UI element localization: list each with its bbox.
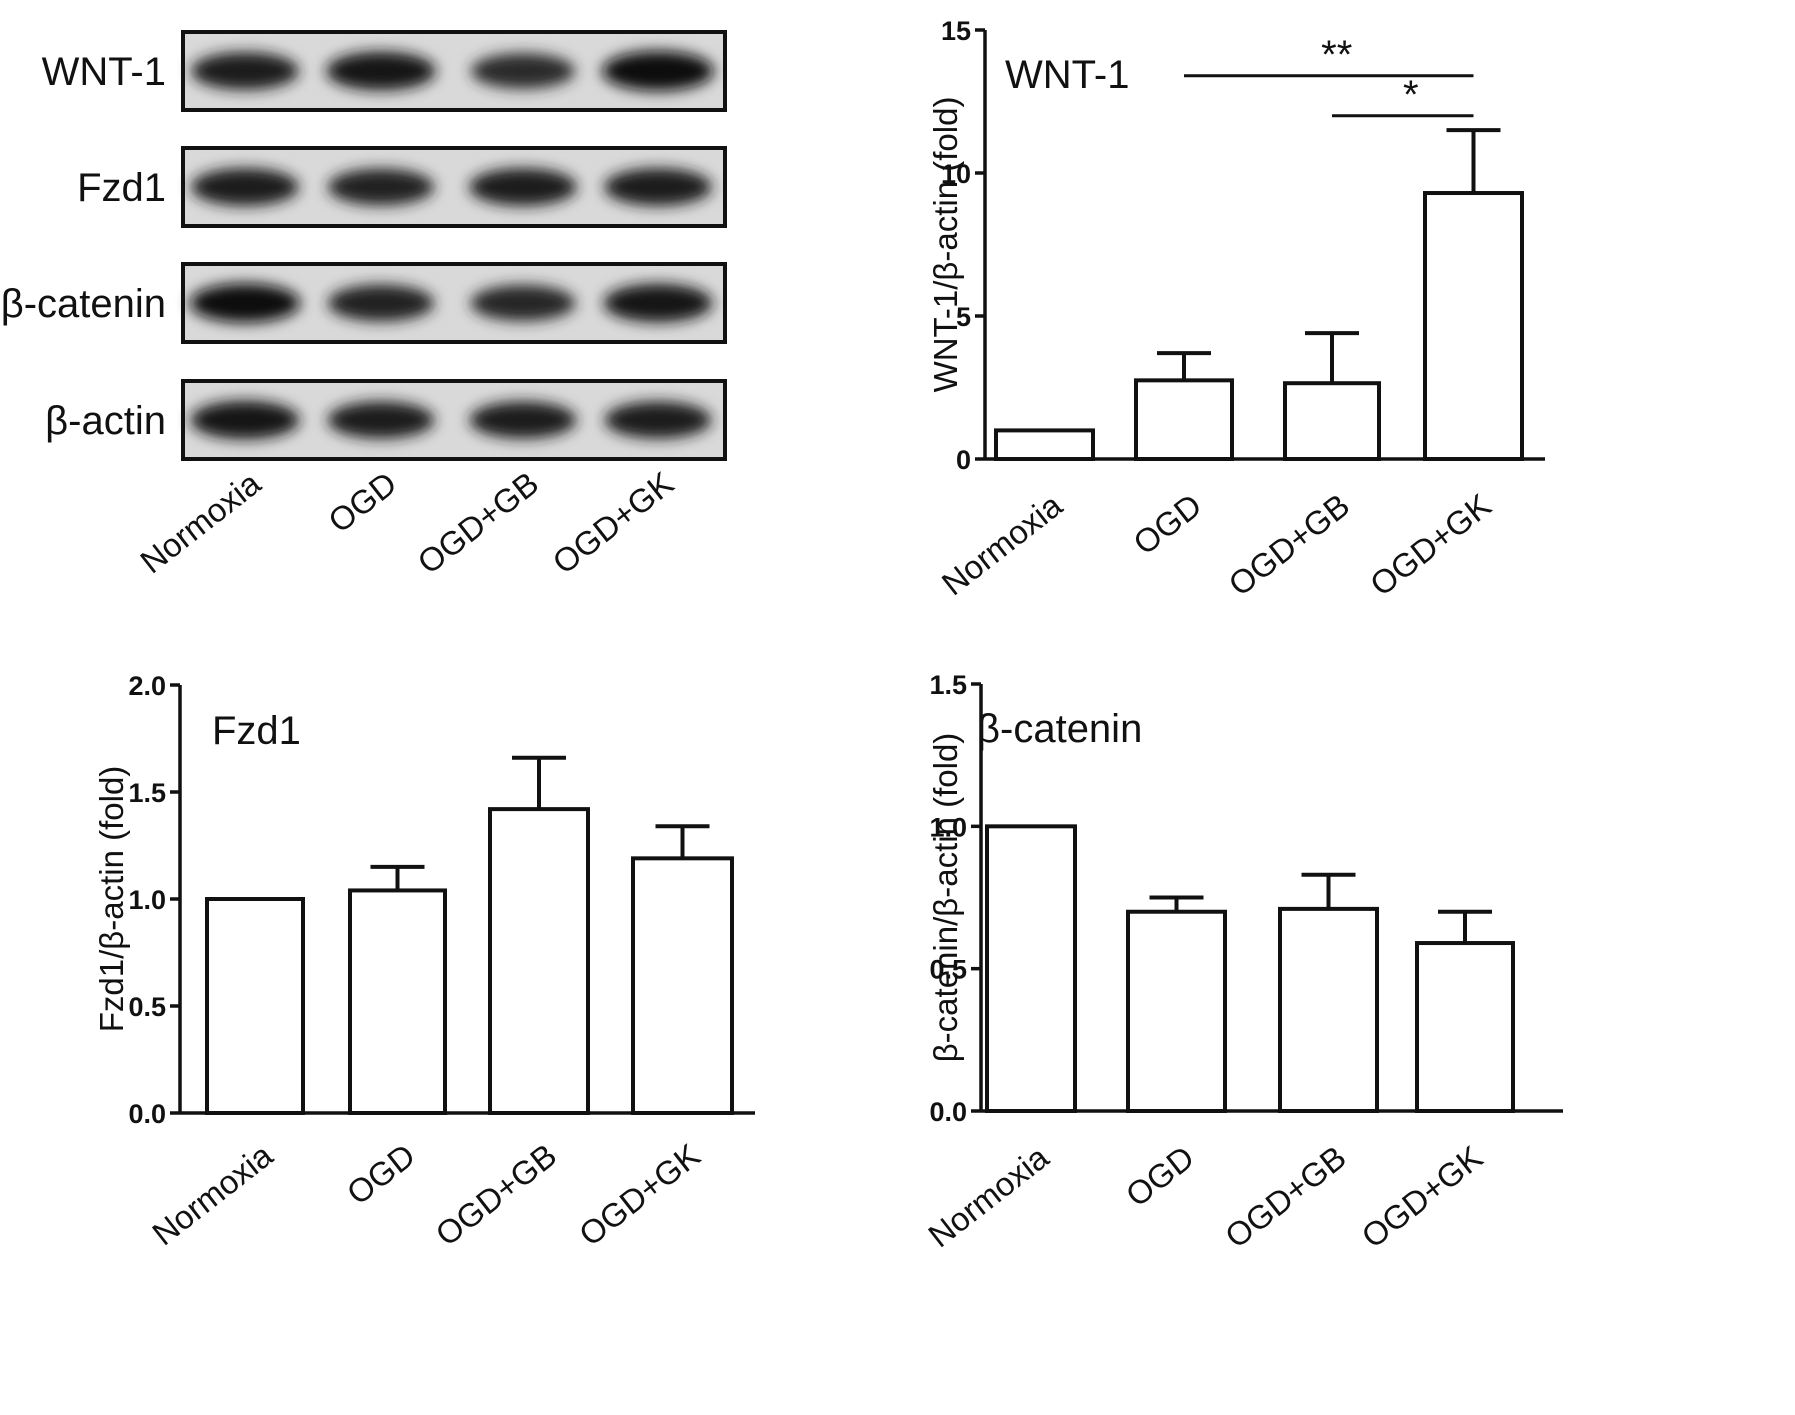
blot-frame-border	[181, 30, 727, 112]
blot-label-beta-catenin: β-catenin	[1, 282, 166, 326]
y-axis-label: WNT-1/β-actin (fold)	[927, 97, 964, 393]
bar-ogd	[1126, 909, 1227, 1113]
blot-lane-label-ogd-plus-gk: OGD+GK	[546, 464, 681, 581]
blot-band-ogd-plus-gk	[602, 51, 714, 91]
x-label-normoxia: Normoxia	[921, 1138, 1056, 1254]
y-tick-label: 0.5	[929, 955, 967, 985]
bar-ogd-plus-gk	[631, 856, 734, 1115]
blot-frame-border	[181, 146, 727, 228]
blot-row-fzd1: Fzd1	[77, 146, 727, 228]
x-label-normoxia: Normoxia	[935, 486, 1070, 602]
x-label-ogd-plus-gb: OGD+GB	[1222, 486, 1357, 603]
blot-band-ogd-plus-gk	[604, 401, 712, 439]
y-tick-label: 1.0	[929, 812, 967, 842]
bar-ogd-plus-gb	[1278, 906, 1379, 1113]
error-bar-ogd-plus-gk	[1438, 909, 1492, 944]
blot-lane-label-normoxia: Normoxia	[133, 464, 268, 580]
blot-frame-border	[181, 379, 727, 461]
blot-band-normoxia	[189, 283, 301, 323]
blot-row-beta-catenin: β-catenin	[1, 262, 727, 344]
beta-catenin-bar-chart: 0.0 0.5 1.0 1.5 β-catenin/β-actin (fold) β-ca…	[921, 670, 1563, 1255]
x-label-ogd-plus-gk: OGD+GK	[1363, 486, 1498, 603]
bar-ogd-plus-gk	[1415, 941, 1515, 1113]
blot-label-fzd1: Fzd1	[77, 166, 166, 210]
blot-band-ogd	[327, 168, 435, 206]
bar-ogd	[348, 888, 447, 1115]
blot-frame-border	[181, 262, 727, 344]
y-tick-label: 1.0	[128, 885, 166, 915]
bar-ogd-plus-gb	[1283, 381, 1381, 461]
blot-band-normoxia	[191, 52, 299, 90]
y-tick-label: 0.5	[128, 992, 166, 1022]
chart-title: β-catenin	[977, 707, 1142, 751]
error-bar-ogd-plus-gb	[1301, 872, 1356, 909]
y-axis-label: β-catenin/β-actin (fold)	[927, 733, 964, 1063]
blot-band-ogd-plus-gb	[469, 168, 577, 206]
y-tick-label: 1.5	[929, 670, 967, 700]
error-bar-ogd-plus-gb	[1305, 331, 1359, 384]
y-tick-label: 15	[941, 16, 971, 46]
error-bar-ogd	[1149, 895, 1204, 912]
bar-ogd	[1134, 378, 1234, 462]
chart-title: WNT-1	[1005, 53, 1129, 97]
blot-band-ogd-plus-gb	[470, 53, 576, 89]
bar-normoxia	[985, 824, 1077, 1113]
blot-band-ogd	[327, 401, 435, 439]
blot-row-wnt-1: WNT-1	[42, 30, 727, 112]
wnt1-bar-chart: 0 5 10 15 WNT-1/β-actin (fold) WNT-1 Normoxia O…	[927, 16, 1545, 603]
blot-row-beta-actin: β-actin	[45, 379, 727, 461]
fzd1-bar-chart: 0.0 0.5 1.0 1.5 2.0 Fzd1/β-actin (fold) Fzd1 No…	[93, 671, 755, 1253]
error-bar-ogd-plus-gk	[1446, 128, 1501, 194]
y-tick-label: 0	[956, 445, 971, 475]
y-tick-label: 0.0	[929, 1097, 967, 1127]
blot-band-ogd-plus-gk	[603, 283, 713, 323]
y-axis-label: Fzd1/β-actin (fold)	[93, 766, 130, 1033]
significance-label: **	[1321, 33, 1352, 77]
x-label-ogd-plus-gk: OGD+GK	[1355, 1138, 1490, 1255]
y-tick-label: 1.5	[128, 778, 166, 808]
blot-band-ogd-plus-gb	[469, 401, 577, 439]
x-label-ogd: OGD	[1119, 1138, 1201, 1213]
x-label-ogd-plus-gk: OGD+GK	[572, 1136, 707, 1253]
significance-single: *	[1332, 73, 1474, 118]
y-tick-label: 0.0	[128, 1099, 166, 1129]
x-label-ogd-plus-gb: OGD+GB	[1218, 1138, 1353, 1255]
x-label-ogd-plus-gb: OGD+GB	[429, 1136, 564, 1253]
bar-ogd-plus-gk	[1423, 191, 1524, 462]
blot-lane-label-ogd: OGD	[321, 464, 403, 539]
error-bar-ogd-plus-gk	[655, 824, 710, 859]
blot-band-ogd-plus-gk	[604, 168, 712, 206]
blot-band-ogd-plus-gb	[470, 285, 576, 321]
significance-double: **	[1184, 33, 1474, 78]
y-tick-label: 5	[956, 302, 971, 332]
chart-title: Fzd1	[212, 709, 301, 753]
blot-band-ogd	[327, 284, 435, 322]
x-label-ogd: OGD	[340, 1136, 422, 1211]
bar-ogd-plus-gb	[488, 807, 590, 1116]
blot-band-normoxia	[190, 400, 300, 440]
error-bar-ogd	[1157, 351, 1211, 381]
error-bar-ogd	[370, 864, 425, 891]
blot-lane-label-ogd-plus-gb: OGD+GB	[411, 464, 546, 581]
bar-normoxia	[205, 897, 305, 1115]
blot-band-ogd	[326, 51, 436, 91]
error-bar-ogd-plus-gb	[512, 755, 566, 810]
bar-normoxia	[994, 428, 1095, 461]
blot-label-wnt-1: WNT-1	[42, 50, 166, 94]
significance-label: *	[1403, 73, 1419, 117]
y-tick-label: 10	[941, 159, 971, 189]
blot-band-normoxia	[191, 168, 299, 206]
blot-label-beta-actin: β-actin	[45, 399, 166, 443]
y-tick-label: 2.0	[128, 671, 166, 701]
x-label-normoxia: Normoxia	[145, 1136, 280, 1252]
x-label-ogd: OGD	[1126, 486, 1208, 561]
